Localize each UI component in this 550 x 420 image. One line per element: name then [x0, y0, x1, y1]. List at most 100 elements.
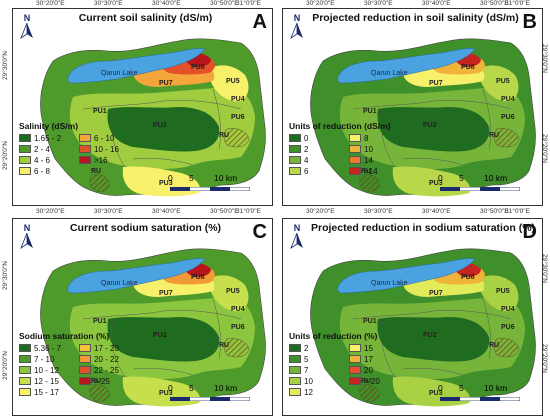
panel-letter: B: [522, 11, 537, 33]
longitude-label: 30°40'0"E: [152, 0, 181, 7]
north-arrow: N: [290, 223, 304, 250]
unit-label: PU6: [231, 324, 245, 331]
longitude-label: 30°50'0"E: [480, 0, 509, 7]
latitude-label: 29°30'0"N: [541, 44, 548, 73]
legend-label: 5.36 - 7: [34, 343, 62, 353]
unit-label: PU3: [159, 180, 173, 187]
legend-item: > 25: [79, 376, 131, 386]
legend-item: 5: [289, 354, 349, 364]
scale-label: 5: [189, 383, 194, 393]
unit-label: RU: [219, 132, 229, 139]
north-arrow-icon: [20, 232, 33, 250]
unit-label: PU7: [159, 290, 173, 297]
legend-swatch: [289, 388, 301, 396]
unit-label: PU1: [363, 318, 377, 325]
legend-swatch: [349, 377, 361, 385]
legend-swatch: [19, 388, 31, 396]
zone: [107, 107, 220, 152]
unit-label: PU8: [191, 64, 205, 71]
legend-items: 2 15 5 17 7 20 10 > 20 12: [289, 343, 401, 397]
north-arrow-icon: [20, 22, 33, 40]
lake-label: Qarun Lake: [101, 70, 138, 77]
legend-label: > 20: [364, 376, 380, 386]
legend-label: 8: [364, 133, 369, 143]
north-label: N: [23, 13, 31, 23]
north-arrow-icon: [290, 22, 303, 40]
lake-label: Qarun Lake: [101, 280, 138, 287]
longitude-label: 31°0'0"E: [505, 208, 530, 215]
legend-title: Salinity (dS/m): [19, 121, 79, 131]
unit-label: PU6: [231, 114, 245, 121]
legend-label: 12 - 15: [34, 376, 59, 386]
unit-label: PU7: [429, 80, 443, 87]
legend-item: 17 - 20: [79, 343, 131, 353]
scale-label: 0: [438, 383, 443, 393]
scale-label: 5: [459, 173, 464, 183]
unit-boundaries: [82, 298, 242, 378]
legend-label: 4 - 6: [34, 155, 51, 165]
legend-item: 4: [289, 155, 349, 165]
map-area: Qarun Lake PU8 PU7 PU5 PU4 PU6 PU1 PU2 P…: [40, 248, 266, 407]
legend-label: > 25: [94, 376, 110, 386]
longitude-label: 30°30'0"E: [364, 0, 393, 7]
scale-bar-graphic: [170, 397, 250, 401]
legend-items: 5.36 - 7 17 - 20 7 - 10 20 - 22 10 - 12 22 - …: [19, 343, 131, 397]
lake-label: Qarun Lake: [371, 280, 408, 287]
panel-title: Current sodium saturation (%): [69, 222, 222, 234]
north-arrow: N: [290, 13, 304, 40]
map-panel-b: Qarun Lake PU8 PU7 PU5 PU4 PU6 PU1 PU2 P…: [282, 8, 543, 206]
legend-item: 10 - 16: [79, 144, 131, 154]
legend: Units of reduction (%) 2 15 5 17 7 20 10 > 20 12: [289, 331, 401, 397]
unit-label: RU: [361, 168, 371, 175]
unit-label: PU8: [461, 64, 475, 71]
legend-items: 1.65 - 2 6 - 10 2 - 4 10 - 16 4 - 6 >16 6 - 8: [19, 133, 131, 176]
legend-label: 20: [364, 365, 373, 375]
legend-swatch: [19, 134, 31, 142]
legend-items: 0 8 2 10 4 14 6 >14: [289, 133, 401, 176]
map-panel-c: Qarun Lake PU8 PU7 PU5 PU4 PU6 PU1 PU2 P…: [12, 218, 273, 416]
legend-label: 22 - 25: [94, 365, 119, 375]
longitude-label: 30°30'0"E: [94, 0, 123, 7]
legend-item: 17: [349, 354, 401, 364]
panel-letter: D: [522, 221, 537, 243]
ru-area: [89, 384, 110, 402]
longitude-label: 30°40'0"E: [422, 208, 451, 215]
scale-label: 0: [168, 173, 173, 183]
legend-item: 8: [349, 133, 401, 143]
legend-label: 6 - 10: [94, 133, 115, 143]
longitude-label: 30°50'0"E: [210, 208, 239, 215]
zone: [107, 317, 220, 362]
legend-item: >14: [349, 166, 401, 176]
north-label: N: [293, 13, 301, 23]
scale-label: 5: [459, 383, 464, 393]
unit-label: PU4: [231, 96, 245, 103]
north-arrow-icon: [290, 232, 303, 250]
longitude-label: 30°30'0"E: [364, 208, 393, 215]
legend-label: 6 - 8: [34, 166, 51, 176]
scale-label: 0: [168, 383, 173, 393]
legend-swatch: [289, 355, 301, 363]
panel-title: Projected reduction in soil salinity (dS…: [312, 12, 519, 24]
unit-label: PU4: [501, 96, 515, 103]
panel-letter: C: [252, 221, 267, 243]
unit-label: PU5: [496, 288, 510, 295]
legend-label: 10 - 16: [94, 144, 119, 154]
longitude-label: 30°20'0"E: [36, 0, 65, 7]
legend-item: 2: [289, 343, 349, 353]
ru-area: [223, 128, 250, 148]
legend-label: 7 - 10: [34, 354, 55, 364]
scale-bar-graphic: [440, 187, 520, 191]
unit-label: PU1: [93, 318, 107, 325]
qarun-lake: [67, 48, 206, 84]
legend-item: 20: [349, 365, 401, 375]
legend-item: 5.36 - 7: [19, 343, 79, 353]
ru-area: [359, 384, 380, 402]
legend-swatch: [79, 366, 91, 374]
scale-label: 10 km: [484, 173, 508, 183]
legend-swatch: [289, 134, 301, 142]
legend-swatch: [79, 344, 91, 352]
zone: [377, 107, 490, 152]
legend-swatch: [19, 344, 31, 352]
legend-item: 10: [349, 144, 401, 154]
legend-title: Units of reduction (dS/m): [289, 121, 391, 131]
